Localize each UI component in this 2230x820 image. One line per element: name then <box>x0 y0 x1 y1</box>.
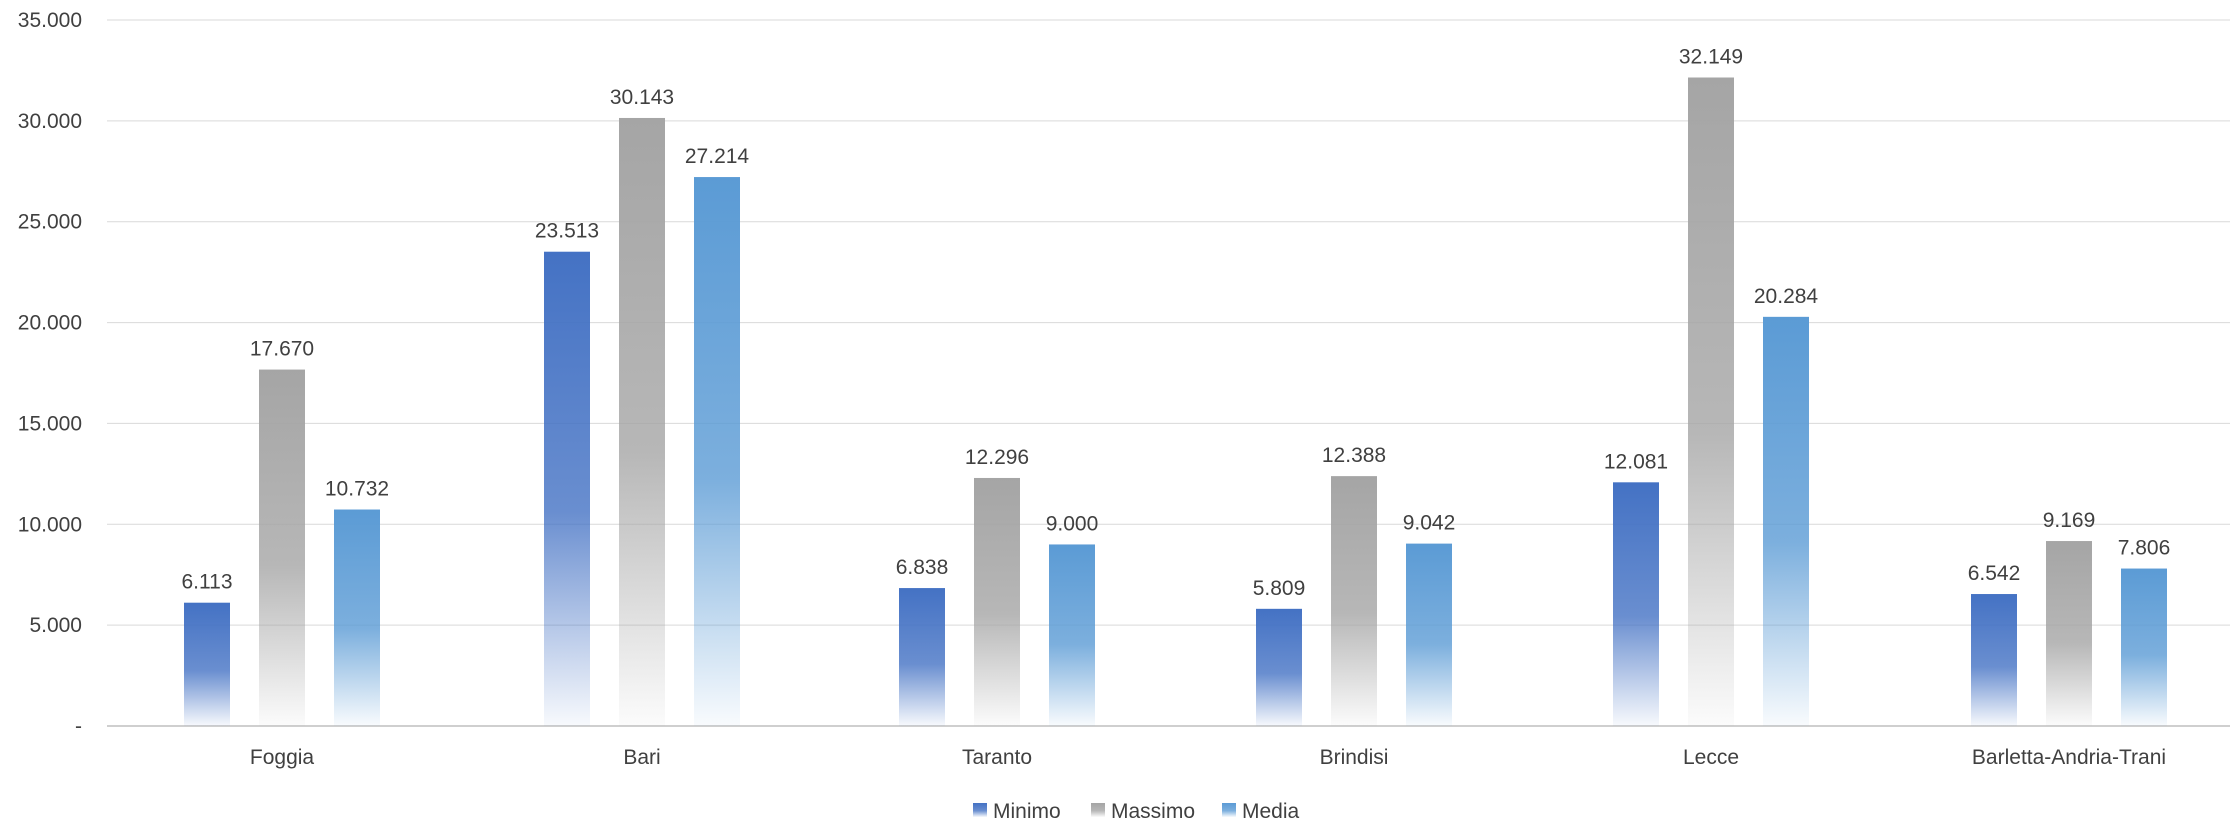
bar-media-lecce <box>1763 316 1809 726</box>
bar-media-barletta-andria-trani <box>2121 568 2167 726</box>
data-label: 6.113 <box>182 571 233 594</box>
bar-media-bari <box>694 177 740 726</box>
legend-label-media: Media <box>1242 800 1300 820</box>
data-labels: 6.113 17.670 10.732 23.513 30.143 27.214 6.838… <box>182 46 2171 600</box>
y-tick-label: 20.000 <box>18 312 82 335</box>
data-label: 9.000 <box>1046 512 1099 535</box>
x-tick-label: Foggia <box>250 746 315 769</box>
data-label: 23.513 <box>535 220 599 243</box>
x-tick-label: Lecce <box>1683 746 1739 769</box>
y-tick-label: 25.000 <box>18 211 82 234</box>
data-label: 12.081 <box>1604 450 1668 473</box>
x-tick-label: Barletta-Andria-Trani <box>1972 746 2166 769</box>
data-label: 12.296 <box>965 446 1029 469</box>
legend-swatch-media <box>1222 803 1236 817</box>
data-label: 10.732 <box>325 478 389 501</box>
bar-minimo-taranto <box>899 588 945 726</box>
bar-minimo-lecce <box>1613 482 1659 726</box>
x-tick-label: Brindisi <box>1320 746 1389 769</box>
bar-massimo-bari <box>619 117 665 726</box>
data-label: 17.670 <box>250 338 314 361</box>
bar-minimo-barletta-andria-trani <box>1971 594 2017 726</box>
bar-massimo-brindisi <box>1331 476 1377 726</box>
y-tick-label: 15.000 <box>18 412 82 435</box>
y-axis: - 5.000 10.000 15.000 20.000 25.000 30.000 35.0… <box>18 9 82 738</box>
data-label: 20.284 <box>1754 285 1819 308</box>
bar-minimo-foggia <box>184 602 230 726</box>
legend: Minimo Massimo Media <box>973 800 1300 820</box>
bar-massimo-foggia <box>259 369 305 726</box>
bar-media-taranto <box>1049 544 1095 726</box>
x-tick-label: Taranto <box>962 746 1032 769</box>
data-label: 32.149 <box>1679 46 1743 69</box>
x-axis: Foggia Bari Taranto Brindisi Lecce Barletta-A… <box>250 746 2166 769</box>
data-label: 6.838 <box>896 556 949 579</box>
legend-label-massimo: Massimo <box>1111 800 1195 820</box>
y-tick-label: 30.000 <box>18 110 82 133</box>
y-tick-label: 10.000 <box>18 513 82 536</box>
data-label: 30.143 <box>610 86 674 109</box>
bar-media-foggia <box>334 509 380 726</box>
bar-minimo-brindisi <box>1256 608 1302 726</box>
bar-massimo-lecce <box>1688 77 1734 727</box>
bars <box>184 77 2167 727</box>
data-label: 9.169 <box>2043 509 2096 532</box>
legend-label-minimo: Minimo <box>993 800 1061 820</box>
y-tick-label: 35.000 <box>18 9 82 32</box>
legend-swatch-massimo <box>1091 803 1105 817</box>
data-label: 9.042 <box>1403 512 1456 535</box>
bar-massimo-taranto <box>974 477 1020 726</box>
bar-media-brindisi <box>1406 543 1452 726</box>
data-label: 5.809 <box>1253 577 1306 600</box>
legend-swatch-minimo <box>973 803 987 817</box>
data-label: 7.806 <box>2118 537 2171 560</box>
bar-massimo-barletta-andria-trani <box>2046 541 2092 726</box>
gridlines <box>107 19 2230 727</box>
data-label: 6.542 <box>1968 562 2021 585</box>
bar-minimo-bari <box>544 251 590 726</box>
data-label: 27.214 <box>685 145 750 168</box>
data-label: 12.388 <box>1322 444 1386 467</box>
y-tick-label: 5.000 <box>29 614 82 637</box>
y-tick-label: - <box>75 715 82 738</box>
x-tick-label: Bari <box>623 746 660 769</box>
